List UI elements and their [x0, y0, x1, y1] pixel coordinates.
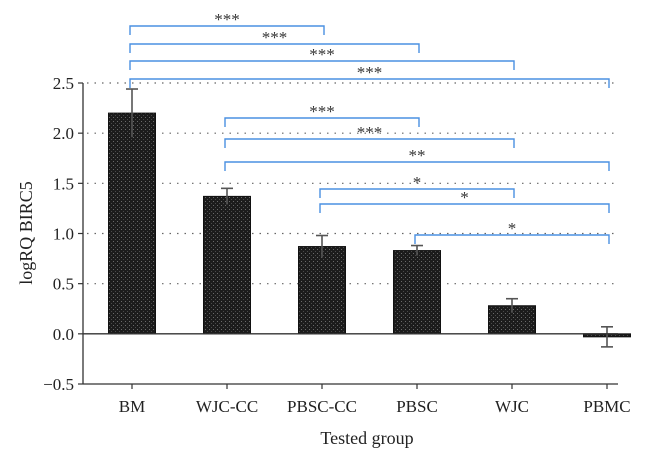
- significance-label: *: [460, 188, 469, 207]
- y-tick-label: 1.0: [53, 225, 74, 244]
- significance-bracket: [129, 43, 420, 53]
- tick-labels: −0.5 0.0 0.5 1.0 1.5 2.0 2.5 BM WJC-CC PBSC-CC PBS…: [43, 74, 630, 416]
- y-tick-label: 0.5: [53, 275, 74, 294]
- significance-bracket: [414, 234, 610, 244]
- significance-label: **: [409, 146, 426, 165]
- bar-pbsc-cc: [298, 246, 346, 335]
- significance-bracket: [319, 203, 610, 213]
- x-tick-label: PBSC-CC: [287, 397, 357, 416]
- x-tick-label: WJC: [495, 397, 529, 416]
- significance-bracket: [224, 161, 610, 171]
- significance-label: ***: [357, 123, 383, 142]
- x-tick-label: PBSC: [396, 397, 438, 416]
- significance-label: ***: [357, 63, 383, 82]
- x-tick-label: WJC-CC: [196, 397, 258, 416]
- axes: [78, 82, 618, 389]
- gridlines: [87, 82, 618, 285]
- significance-bracket: [129, 25, 325, 35]
- significance-bracket: [129, 60, 515, 70]
- bar-pbsc: [393, 250, 441, 335]
- significance-label: ***: [214, 10, 240, 29]
- y-tick-label: 0.0: [53, 325, 74, 344]
- significance-brackets: ***********************: [129, 10, 610, 244]
- x-axis-title: Tested group: [320, 428, 413, 448]
- significance-label: *: [508, 219, 517, 238]
- y-tick-label: −0.5: [43, 375, 74, 394]
- significance-bracket: [224, 117, 420, 127]
- x-tick-label: BM: [119, 397, 145, 416]
- bar-bm: [108, 112, 156, 335]
- y-tick-label: 1.5: [53, 174, 74, 193]
- bars: [108, 112, 631, 338]
- significance-bracket: [319, 188, 515, 198]
- y-axis-title: logRQ BIRC5: [16, 181, 36, 285]
- y-tick-label: 2.5: [53, 74, 74, 93]
- x-tick-label: PBMC: [583, 397, 630, 416]
- significance-label: ***: [262, 28, 288, 47]
- bar-wjc-cc: [203, 195, 251, 335]
- significance-label: *: [413, 173, 422, 192]
- error-bars: [126, 88, 613, 348]
- significance-bracket: [224, 138, 515, 148]
- significance-bracket: [129, 78, 610, 88]
- significance-label: ***: [309, 102, 335, 121]
- significance-label: ***: [309, 45, 335, 64]
- y-tick-label: 2.0: [53, 124, 74, 143]
